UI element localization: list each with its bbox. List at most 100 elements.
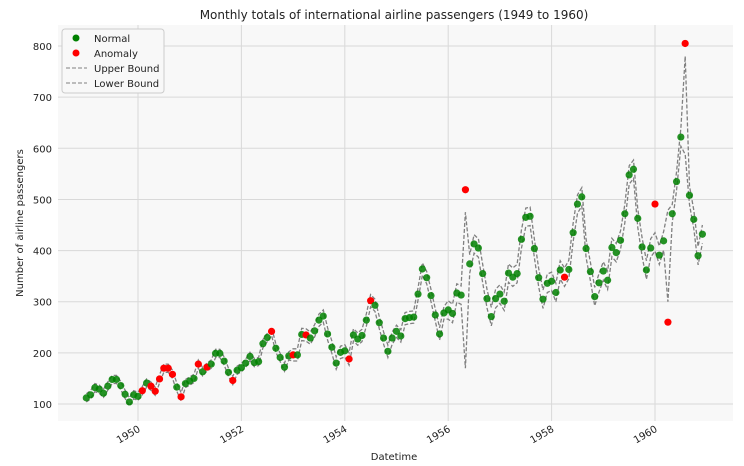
x-tick-label: 1956 — [425, 424, 453, 446]
x-tick-label: 1954 — [322, 424, 350, 446]
normal-point — [293, 351, 302, 359]
normal-point — [220, 357, 228, 365]
y-tick-label: 400 — [33, 247, 52, 258]
normal-point — [548, 277, 556, 285]
normal-point — [672, 177, 681, 186]
normal-point — [616, 236, 625, 244]
anomaly-point — [267, 327, 276, 335]
legend-anomaly: Anomaly — [94, 49, 138, 60]
normal-point — [388, 334, 396, 342]
x-tick-label: 1952 — [218, 424, 246, 446]
normal-point — [535, 274, 543, 282]
normal-point — [263, 333, 271, 342]
normal-point — [216, 349, 224, 357]
normal-point — [112, 375, 121, 384]
normal-point — [414, 290, 422, 298]
x-tick-label: 1958 — [529, 424, 557, 446]
normal-point — [423, 274, 431, 282]
x-tick-label: 1960 — [632, 424, 660, 446]
normal-point — [604, 276, 612, 284]
normal-point — [660, 237, 668, 245]
anomaly-point — [681, 39, 689, 48]
chart-title: Monthly totals of international airline … — [200, 8, 589, 22]
legend-anomaly-marker — [72, 49, 80, 57]
normal-point — [500, 297, 508, 305]
normal-point — [530, 244, 538, 253]
legend: Normal Anomaly Upper Bound Lower Bound — [61, 28, 165, 94]
normal-point — [565, 265, 573, 274]
normal-point — [306, 334, 314, 342]
normal-point — [379, 334, 388, 342]
legend-normal-marker — [72, 34, 80, 42]
y-tick-label: 300 — [33, 298, 52, 309]
normal-point — [642, 266, 650, 274]
anomaly-point — [155, 375, 164, 383]
normal-point — [341, 347, 349, 355]
plot-area — [58, 25, 733, 421]
normal-point — [435, 330, 444, 338]
normal-point — [491, 295, 500, 303]
normal-point — [190, 374, 198, 383]
normal-point — [246, 352, 254, 361]
normal-point — [466, 260, 474, 268]
anomaly-point — [151, 387, 159, 395]
anomaly-point — [664, 318, 672, 326]
normal-point — [685, 191, 694, 199]
normal-point — [638, 243, 646, 251]
normal-point — [397, 332, 405, 340]
normal-point — [556, 266, 564, 274]
normal-point — [117, 381, 125, 390]
normal-point — [625, 171, 633, 179]
normal-point — [418, 265, 426, 273]
normal-point — [526, 212, 534, 220]
anomaly-point — [138, 387, 146, 395]
normal-point — [199, 368, 207, 376]
anomaly-point — [147, 382, 155, 390]
normal-point — [474, 244, 482, 252]
normal-point — [599, 267, 607, 275]
normal-point — [694, 252, 702, 260]
anomaly-point — [345, 355, 353, 363]
y-axis-label: Number of airline passengers — [15, 149, 26, 297]
anomaly-point — [560, 273, 569, 281]
legend-normal: Normal — [94, 34, 130, 45]
normal-point — [655, 251, 663, 259]
anomaly-point — [194, 360, 202, 368]
normal-point — [431, 311, 439, 319]
normal-point — [311, 327, 319, 335]
normal-point — [586, 267, 594, 276]
normal-point — [362, 316, 370, 324]
y-tick-label: 700 — [33, 93, 52, 104]
normal-point — [457, 291, 465, 299]
anomaly-point — [168, 370, 177, 378]
normal-point — [319, 312, 327, 320]
normal-point — [487, 312, 495, 321]
y-tick-label: 800 — [33, 42, 52, 53]
normal-point — [375, 319, 383, 327]
legend-upper: Upper Bound — [94, 64, 159, 75]
normal-point — [621, 210, 629, 218]
normal-point — [677, 133, 685, 141]
anomaly-point — [461, 186, 470, 194]
normal-point — [207, 360, 215, 368]
normal-point — [125, 398, 133, 406]
anomaly-point — [229, 376, 237, 385]
normal-point — [698, 230, 706, 238]
normal-point — [647, 244, 655, 252]
normal-point — [595, 279, 603, 287]
normal-point — [668, 210, 676, 218]
legend-lower: Lower Bound — [94, 79, 159, 90]
normal-point — [410, 313, 418, 321]
x-axis-label: Datetime — [371, 452, 418, 463]
y-tick-label: 200 — [33, 349, 52, 360]
normal-point — [448, 309, 457, 318]
normal-point — [87, 391, 95, 399]
normal-point — [332, 359, 340, 367]
normal-point — [517, 235, 526, 243]
x-tick-label: 1950 — [115, 424, 143, 446]
normal-point — [255, 357, 263, 366]
normal-point — [496, 290, 504, 298]
normal-point — [427, 291, 435, 300]
normal-point — [99, 389, 108, 397]
normal-point — [608, 243, 616, 252]
